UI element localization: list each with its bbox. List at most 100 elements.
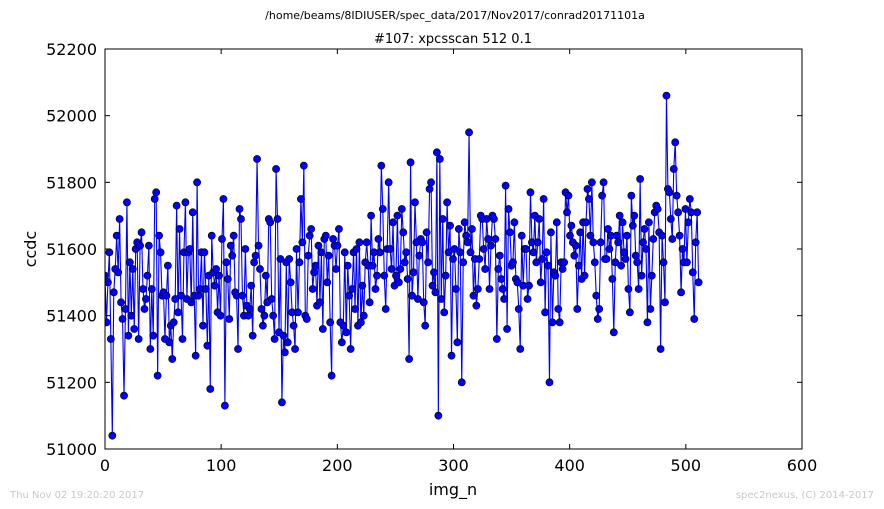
data-point	[694, 278, 703, 287]
data-point	[216, 311, 225, 320]
data-point	[267, 295, 276, 303]
data-point	[627, 191, 636, 200]
data-point	[693, 208, 702, 217]
data-point	[356, 318, 365, 327]
x-tick-label: 600	[787, 456, 818, 475]
data-point	[634, 285, 643, 293]
data-point	[187, 298, 196, 307]
y-axis-label: ccdc	[21, 231, 40, 268]
data-point	[628, 221, 637, 230]
data-point	[323, 278, 332, 287]
data-point	[479, 245, 488, 253]
data-point	[403, 275, 412, 283]
data-point	[618, 218, 627, 227]
data-point	[466, 248, 475, 257]
data-point	[351, 305, 359, 313]
data-point	[317, 248, 326, 257]
data-point	[200, 248, 209, 257]
data-point	[222, 258, 231, 267]
data-point	[105, 278, 112, 287]
data-point	[310, 268, 318, 277]
data-point	[199, 321, 207, 330]
data-point	[536, 278, 545, 287]
x-axis: 0 100 200 300 400 500 600	[100, 49, 817, 475]
data-point	[251, 251, 260, 260]
data-point	[342, 328, 351, 337]
data-point	[333, 241, 342, 250]
data-point	[318, 325, 327, 333]
data-point	[358, 281, 367, 290]
data-point	[219, 195, 228, 203]
data-point	[140, 305, 149, 313]
data-point	[516, 345, 525, 353]
data-point	[443, 198, 452, 207]
data-point	[504, 205, 513, 213]
data-point	[469, 291, 478, 300]
data-point	[547, 228, 555, 237]
data-point	[631, 251, 640, 260]
data-point	[278, 398, 286, 407]
data-point	[386, 245, 395, 253]
data-point	[612, 231, 621, 240]
data-point	[643, 318, 652, 327]
data-point	[636, 175, 645, 183]
data-point	[124, 331, 133, 340]
data-point	[408, 291, 416, 300]
data-point	[256, 265, 264, 273]
data-point	[270, 335, 279, 343]
data-point	[340, 248, 349, 257]
data-point	[175, 225, 184, 233]
data-point	[441, 271, 450, 280]
data-point	[355, 238, 364, 247]
data-point	[554, 305, 563, 313]
data-point	[473, 285, 482, 293]
data-point	[522, 245, 530, 253]
data-point	[244, 311, 253, 320]
data-point	[615, 211, 624, 220]
data-point	[681, 205, 690, 213]
y-tick-label: 51400	[46, 307, 97, 326]
data-point	[491, 235, 500, 243]
data-point	[402, 248, 411, 257]
data-point	[684, 218, 693, 227]
data-point	[668, 235, 677, 243]
data-point	[387, 265, 396, 273]
data-point	[434, 411, 443, 420]
data-point	[218, 235, 226, 243]
data-point	[427, 178, 435, 187]
data-point	[620, 248, 628, 257]
y-axis: 51000 51200 51400 51600 51800 52000 52200	[46, 40, 802, 459]
data-point	[335, 225, 343, 233]
data-point	[576, 228, 585, 237]
data-point	[418, 238, 427, 247]
data-point	[656, 345, 665, 353]
data-point	[614, 238, 623, 247]
data-point	[538, 255, 547, 263]
data-point	[276, 255, 285, 263]
data-point	[623, 231, 631, 240]
data-point	[292, 245, 301, 253]
data-point	[168, 355, 177, 363]
data-point	[397, 205, 406, 213]
data-point	[567, 221, 576, 230]
data-point	[611, 258, 620, 267]
data-point	[555, 318, 564, 327]
data-point	[229, 231, 238, 240]
data-point	[339, 321, 348, 330]
data-point	[449, 255, 457, 263]
data-point	[592, 291, 601, 300]
data-point	[617, 261, 626, 270]
data-point	[409, 268, 418, 277]
data-point	[400, 258, 409, 267]
data-point	[658, 231, 666, 240]
data-point	[378, 205, 387, 213]
data-point	[544, 261, 552, 270]
data-point	[163, 261, 172, 270]
data-point	[525, 281, 533, 290]
data-point	[150, 195, 159, 203]
footer-timestamp: Thu Nov 02 19:20:20 2017	[9, 490, 144, 501]
data-point	[430, 268, 438, 277]
data-point	[621, 255, 630, 263]
data-point	[630, 211, 639, 220]
data-point	[405, 355, 414, 363]
